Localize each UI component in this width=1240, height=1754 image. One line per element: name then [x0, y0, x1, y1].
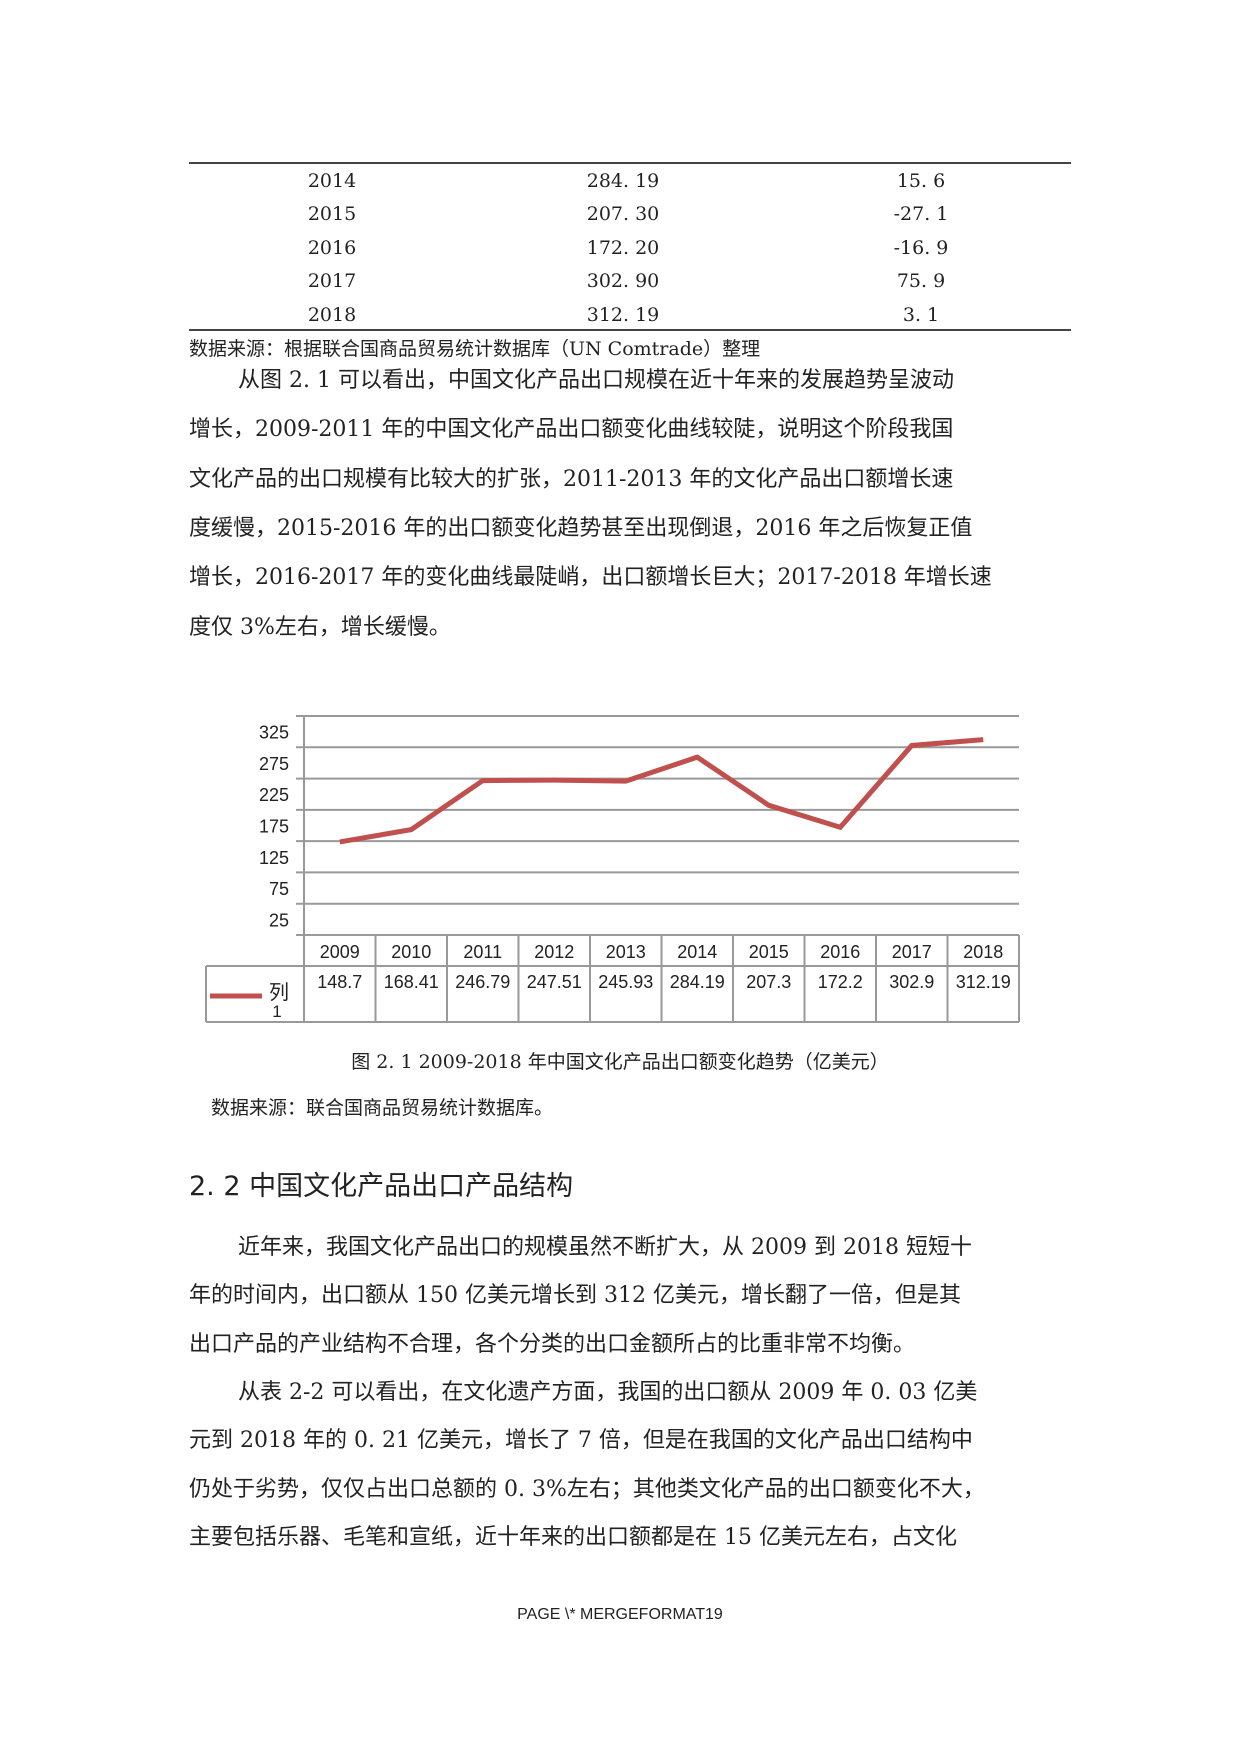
text-line: 仍处于劣势，仅仅占出口总额的 0. 3%左右；其他类文化产品的出口额变化不大， [189, 1476, 985, 1502]
data-label: 246.79 [455, 972, 510, 992]
data-label: 168.41 [384, 972, 439, 992]
section-heading: 2. 2 中国文化产品出口产品结构 [189, 1171, 574, 1202]
table-cell: 2014 [307, 170, 357, 192]
table-row: 2017 302. 90 75. 9 [189, 265, 1071, 298]
text-line: 从图 2. 1 可以看出，中国文化产品出口规模在近十年来的发展趋势呈波动 [238, 368, 954, 393]
text-line: 度仅 3%左右，增长缓慢。 [189, 614, 451, 640]
table-row: 2014 284. 19 15. 6 [189, 165, 1071, 198]
y-tick-label: 125 [259, 848, 289, 868]
table-row: 2015 207. 30 -27. 1 [189, 198, 1071, 231]
x-tick-label: 2013 [606, 942, 646, 962]
table-cell: 302. 90 [586, 270, 660, 293]
line-chart: 325 275 225 175 125 75 25 2009 148.7 2010 168.41 20… [205, 715, 1020, 1023]
x-tick-label: 2014 [677, 942, 717, 962]
y-tick-label: 275 [259, 754, 289, 774]
table-bottom-rule [189, 329, 1071, 331]
data-label: 172.2 [818, 972, 863, 992]
table-cell: 75. 9 [896, 270, 946, 293]
data-label: 148.7 [317, 972, 362, 992]
text-line: 度缓慢，2015-2016 年的出口额变化趋势甚至出现倒退，2016 年之后恢复… [189, 515, 973, 541]
figure-source: 数据来源：联合国商品贸易统计数据库。 [211, 1097, 554, 1119]
table-top-rule [189, 162, 1071, 164]
data-label: 207.3 [746, 972, 791, 992]
table-source: 数据来源：根据联合国商品贸易统计数据库（UN Comtrade）整理 [189, 338, 761, 360]
text-line: 增长，2016-2017 年的变化曲线最陡峭，出口额增长巨大；2017-2018… [189, 565, 992, 591]
text-line: 出口产品的产业结构不合理，各个分类的出口金额所占的比重非常不均衡。 [189, 1331, 916, 1357]
table-cell: -27. 1 [893, 203, 949, 226]
legend-label: 1 [272, 1002, 281, 1021]
text-line: 主要包括乐器、毛笔和宣纸，近十年来的出口额都是在 15 亿美元左右，占文化 [189, 1524, 957, 1550]
x-tick-label: 2011 [463, 942, 502, 962]
data-label: 284.19 [670, 972, 725, 992]
table-row: 2018 312. 19 3. 1 [189, 299, 1071, 332]
data-label: 247.51 [527, 972, 582, 992]
text-line: 文化产品的出口规模有比较大的扩张，2011-2013 年的文化产品出口额增长速 [189, 466, 954, 492]
text-line: 元到 2018 年的 0. 21 亿美元，增长了 7 倍，但是在我国的文化产品出… [189, 1428, 973, 1454]
text-line: 从表 2-2 可以看出，在文化遗产方面，我国的出口额从 2009 年 0. 03… [238, 1380, 978, 1405]
table-cell: 2017 [307, 270, 357, 293]
data-label: 312.19 [956, 972, 1011, 992]
text-line: 近年来，我国文化产品出口的规模虽然不断扩大，从 2009 到 2018 短短十 [238, 1235, 972, 1260]
table-cell: 3. 1 [902, 303, 940, 326]
y-tick-label: 325 [259, 723, 289, 743]
table-cell: 312. 19 [586, 303, 660, 326]
text-line: 年的时间内，出口额从 150 亿美元增长到 312 亿美元，增长翻了一倍，但是其 [189, 1283, 961, 1309]
x-tick-label: 2010 [391, 942, 431, 962]
page-footer: PAGE \* MERGEFORMAT19 [517, 1606, 723, 1623]
data-label: 245.93 [598, 972, 653, 992]
table-cell: 207. 30 [586, 203, 660, 226]
y-tick-label: 175 [259, 817, 289, 837]
figure-caption: 图 2. 1 2009-2018 年中国文化产品出口额变化趋势（亿美元） [351, 1051, 889, 1073]
y-tick-label: 225 [259, 785, 289, 805]
table-cell: -16. 9 [893, 236, 949, 259]
series-line [339, 737, 984, 845]
table-cell: 15. 6 [896, 170, 946, 192]
x-tick-label: 2018 [963, 942, 1003, 962]
table-cell: 2016 [307, 236, 357, 259]
data-label: 302.9 [889, 972, 934, 992]
table-cell: 2015 [307, 203, 357, 226]
y-tick-label: 75 [269, 879, 289, 899]
text-line: 增长，2009-2011 年的中国文化产品出口额变化曲线较陡，说明这个阶段我国 [189, 417, 954, 443]
y-tick-label: 25 [269, 910, 289, 930]
table-cell: 284. 19 [586, 170, 660, 192]
x-tick-label: 2015 [749, 942, 789, 962]
x-tick-label: 2017 [892, 942, 932, 962]
x-tick-label: 2012 [534, 942, 574, 962]
x-tick-label: 2016 [820, 942, 860, 962]
legend-label: 列 [269, 980, 289, 1004]
x-tick-label: 2009 [320, 942, 360, 962]
table-cell: 2018 [307, 303, 357, 326]
table-row: 2016 172. 20 -16. 9 [189, 232, 1071, 265]
table-cell: 172. 20 [586, 236, 660, 259]
